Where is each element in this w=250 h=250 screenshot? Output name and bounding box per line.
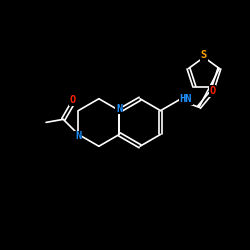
Text: N: N bbox=[75, 132, 82, 141]
Text: O: O bbox=[70, 95, 76, 105]
Text: N: N bbox=[116, 104, 122, 114]
Text: S: S bbox=[201, 50, 207, 60]
Text: HN: HN bbox=[180, 94, 192, 104]
Text: O: O bbox=[210, 86, 216, 96]
